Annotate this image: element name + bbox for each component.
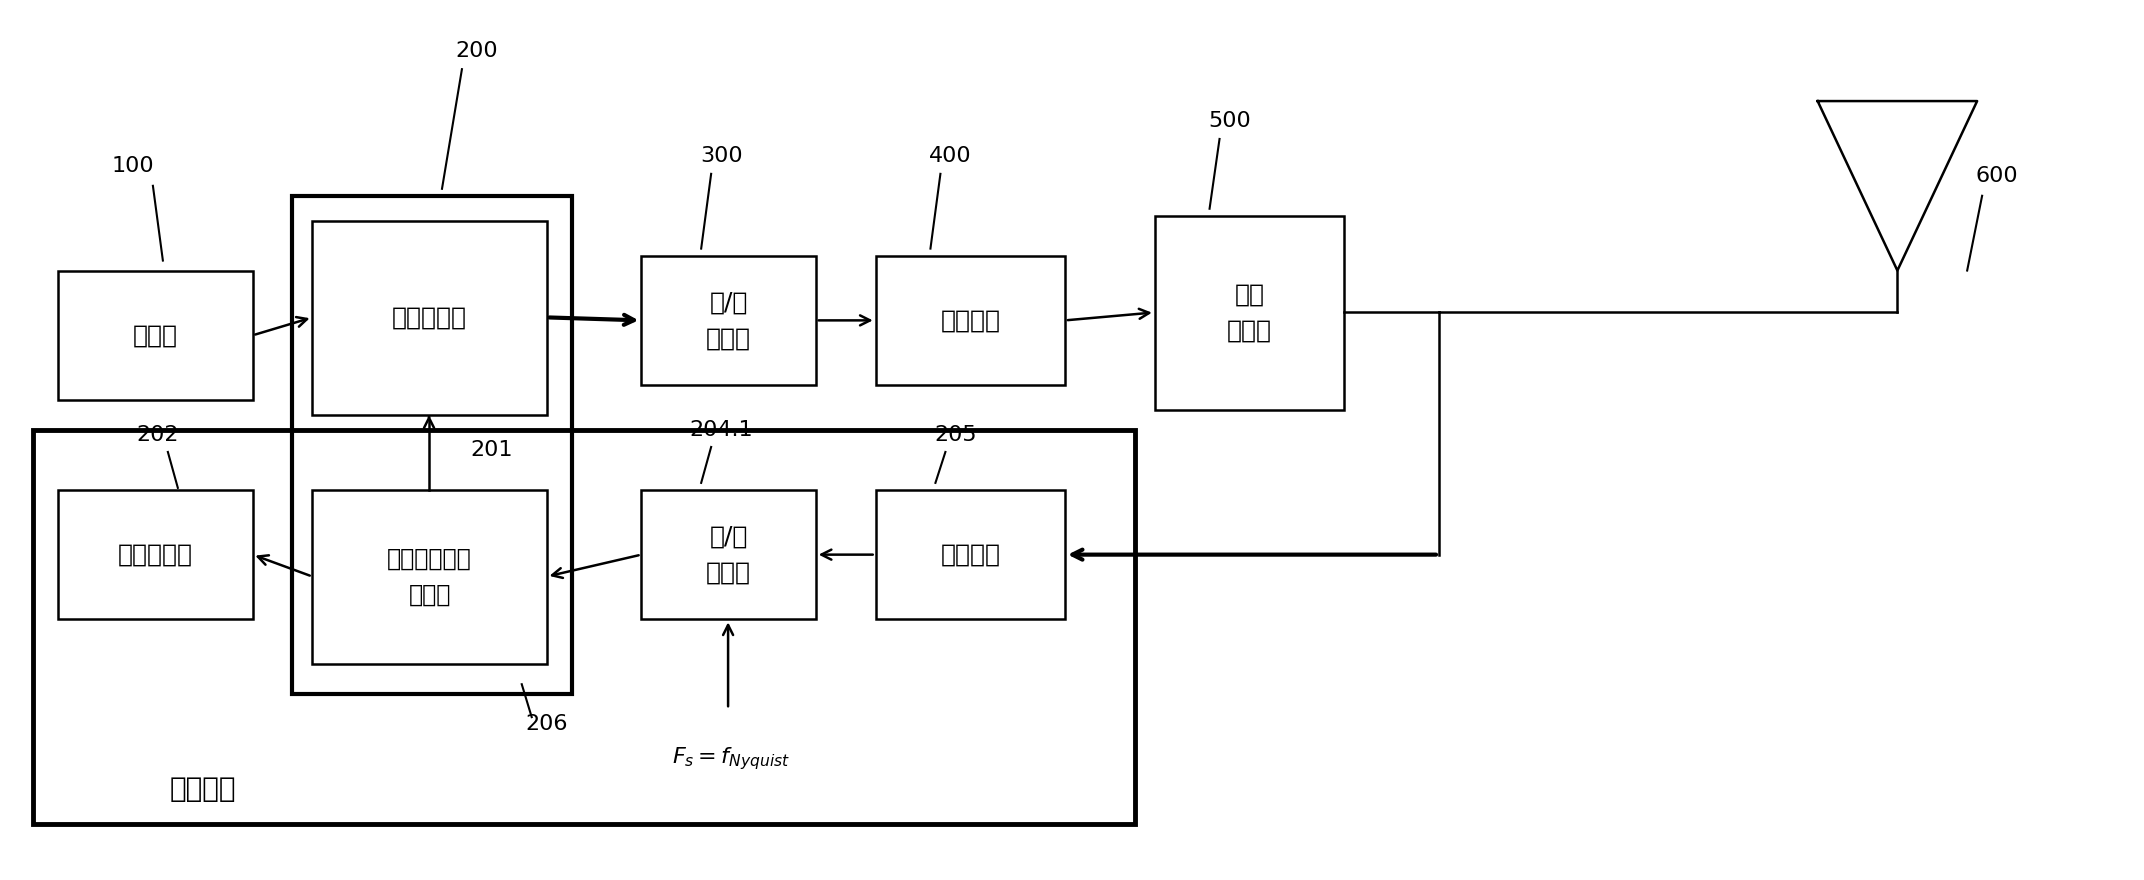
Text: 信号源: 信号源 [133,323,178,348]
Text: 参数更新器: 参数更新器 [118,543,193,567]
Text: 400: 400 [928,146,971,166]
Text: 上变频器: 上变频器 [941,308,1001,333]
Bar [58,270,253,400]
Bar [313,490,547,664]
Text: 600: 600 [1977,165,2018,186]
Text: 下变频器: 下变频器 [941,543,1001,567]
Text: 转换器: 转换器 [705,326,750,350]
Polygon shape [1818,101,1977,270]
Text: 204.1: 204.1 [690,420,753,440]
Bar [1156,216,1344,410]
Bar [313,221,547,415]
Bar [292,195,572,694]
Text: 202: 202 [137,425,180,445]
Bar [58,490,253,620]
Text: 206: 206 [525,714,568,734]
Bar [641,490,817,620]
Text: 预失真器: 预失真器 [169,775,236,803]
Text: 放大器: 放大器 [1226,319,1271,343]
Bar [641,255,817,385]
Text: 205: 205 [935,425,978,445]
Text: 非线性程度确: 非线性程度确 [388,547,472,571]
Text: 功率: 功率 [1235,283,1265,307]
Text: 200: 200 [455,41,497,62]
Bar [34,430,1134,824]
Text: 失真补偿器: 失真补偿器 [392,306,467,330]
Text: 模/数: 模/数 [710,524,748,549]
Bar [875,490,1066,620]
Text: 数/模: 数/模 [710,290,748,314]
Text: 201: 201 [470,440,512,460]
Text: 定单元: 定单元 [407,583,450,607]
Text: 转换器: 转换器 [705,561,750,584]
Text: 300: 300 [699,146,742,166]
Text: 100: 100 [111,156,154,176]
Text: 500: 500 [1207,111,1250,131]
Text: $F_s = f_{Nyquist}$: $F_s = f_{Nyquist}$ [671,745,791,773]
Bar [875,255,1066,385]
